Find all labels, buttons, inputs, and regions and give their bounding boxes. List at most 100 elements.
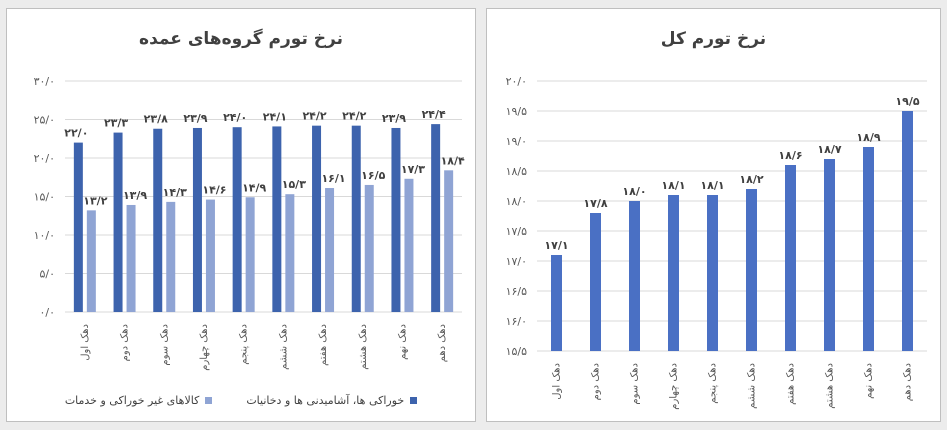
data-label: ۱۸/۶ — [778, 149, 802, 162]
data-label: ۱۵/۳ — [282, 178, 306, 191]
bar — [272, 126, 282, 313]
data-label: ۱۸/۷ — [817, 143, 841, 156]
y-tick-label: ۱۰/۰ — [34, 229, 55, 242]
x-tick-label: دهک دهم — [437, 324, 448, 362]
legend-swatch-food — [410, 397, 418, 404]
x-tick-label: دهک نهم — [864, 363, 875, 399]
x-tick-label: دهک دوم — [120, 324, 131, 361]
bar — [285, 194, 295, 312]
bar — [312, 125, 322, 312]
legend-swatch-nonfood — [205, 397, 213, 404]
chart-title: نرخ تورم گروه‌های عمده — [139, 29, 343, 49]
bar — [707, 195, 718, 351]
x-tick-label: دهک نهم — [397, 324, 408, 360]
y-tick-label: ۱۶/۵ — [506, 285, 528, 298]
data-label: ۱۹/۵ — [895, 95, 919, 108]
bar — [551, 255, 562, 351]
bar — [86, 210, 96, 312]
x-tick-label: دهک اول — [552, 363, 563, 400]
bar — [391, 127, 401, 312]
bar — [785, 165, 796, 351]
bar — [192, 127, 202, 312]
y-tick-label: ۱۵/۵ — [506, 345, 528, 358]
data-label: ۱۸/۱ — [700, 179, 724, 192]
x-tick-label: دهک سوم — [159, 324, 170, 366]
x-tick-label: دهک سوم — [630, 363, 641, 405]
y-tick-label: ۱۹/۰ — [506, 135, 527, 148]
data-label: ۱۸/۲ — [739, 173, 763, 186]
x-tick-label: دهک اول — [80, 324, 91, 361]
chart-plot-major-groups: ۰/۰ ۵/۰ ۱۰/۰ ۱۵/۰ ۲۰/۰ ۲۵/۰ ۳۰/۰ ۲۲/۰ ۱۳/۲ دهک او… — [34, 75, 465, 371]
data-label: ۱۸/۹ — [856, 131, 880, 144]
bar — [746, 189, 757, 351]
y-tick-label: ۱۸/۰ — [506, 195, 527, 208]
bar — [73, 142, 83, 312]
bar — [590, 213, 601, 351]
chart-panel-major-groups: نرخ تورم گروه‌های عمده ۰/۰ ۵/۰ ۱۰/۰ ۱۵/۰ ۲۰/… — [6, 8, 476, 422]
bar — [232, 127, 242, 312]
data-label: ۱۳/۹ — [123, 189, 147, 202]
chart-panel-total: نرخ تورم کل ۱۵/۵ ۱۶/۰ ۱۶/۵ ۱۷/۰ ۱۷/۵ ۱۸/۰ ۱۸/۵… — [486, 8, 941, 422]
data-label: ۱۸/۱ — [661, 179, 685, 192]
y-tick-label: ۱۷/۵ — [506, 225, 528, 238]
data-label: ۲۴/۰ — [223, 111, 247, 124]
x-tick-label: دهک چهارم — [669, 363, 680, 410]
x-tick-label: دهک پنجم — [708, 363, 719, 404]
x-tick-label: دهک هشتم — [825, 363, 836, 409]
data-label: ۱۷/۳ — [401, 163, 425, 176]
y-tick-label: ۰/۰ — [39, 306, 55, 319]
x-tick-label: دهک هفتم — [786, 363, 797, 405]
y-tick-label: ۲۰/۰ — [506, 75, 527, 88]
data-label: ۱۷/۱ — [544, 239, 568, 252]
y-tick-label: ۳۰/۰ — [34, 75, 55, 88]
bar — [629, 201, 640, 351]
chart-plot-total: ۱۵/۵ ۱۶/۰ ۱۶/۵ ۱۷/۰ ۱۷/۵ ۱۸/۰ ۱۸/۵ ۱۹/۰ ۱۹/۵ ۲۰/۰… — [506, 75, 927, 410]
x-tick-label: دهک چهارم — [199, 324, 210, 371]
bar — [153, 128, 163, 312]
data-label: ۲۲/۰ — [64, 127, 88, 140]
bar — [205, 199, 215, 312]
data-label: ۲۴/۴ — [422, 108, 446, 121]
bar — [113, 132, 123, 312]
bar — [404, 178, 414, 312]
x-tick-label: دهک پنجم — [239, 324, 250, 365]
x-tick-label: دهک دوم — [591, 363, 602, 400]
data-label: ۲۴/۲ — [302, 110, 326, 123]
y-tick-label: ۲۵/۰ — [34, 114, 55, 127]
data-label: ۱۸/۰ — [622, 185, 646, 198]
y-tick-label: ۱۵/۰ — [34, 191, 55, 204]
data-label: ۲۳/۸ — [144, 113, 168, 126]
x-tick-label: دهک ششم — [278, 324, 289, 370]
x-tick-label: دهک ششم — [747, 363, 758, 409]
bar — [325, 188, 335, 312]
legend-item-nonfood: کالاهای غیر خوراکی و خدمات — [65, 394, 213, 407]
data-label: ۲۴/۱ — [263, 110, 287, 123]
data-label: ۱۷/۸ — [583, 197, 607, 210]
x-tick-label: دهک هشتم — [358, 324, 369, 370]
bar — [364, 184, 374, 312]
data-label: ۱۴/۹ — [242, 181, 266, 194]
y-tick-label: ۵/۰ — [39, 268, 55, 281]
data-label: ۱۶/۱ — [321, 172, 345, 185]
data-label: ۱۸/۴ — [441, 154, 465, 167]
bar — [444, 170, 454, 312]
y-tick-label: ۱۶/۰ — [506, 315, 527, 328]
x-tick-label: دهک هفتم — [318, 324, 329, 366]
legend-item-food: خوراکی ها، آشامیدنی ها و دخانیات — [246, 394, 418, 407]
legend-label-food: خوراکی ها، آشامیدنی ها و دخانیات — [246, 394, 405, 407]
data-label: ۲۳/۳ — [104, 117, 128, 130]
data-label: ۲۳/۹ — [183, 112, 207, 125]
data-label: ۲۴/۲ — [342, 110, 366, 123]
y-tick-label: ۲۰/۰ — [34, 152, 55, 165]
bar — [668, 195, 679, 351]
bar — [902, 111, 913, 351]
bar — [824, 159, 835, 351]
x-tick-label: دهک دهم — [903, 363, 914, 401]
bar — [245, 197, 255, 312]
data-label: ۱۴/۶ — [202, 184, 226, 197]
y-tick-label: ۱۷/۰ — [506, 255, 527, 268]
y-tick-label: ۱۸/۵ — [506, 165, 528, 178]
bar — [126, 204, 136, 312]
bar — [863, 147, 874, 351]
data-label: ۱۳/۲ — [83, 194, 107, 207]
